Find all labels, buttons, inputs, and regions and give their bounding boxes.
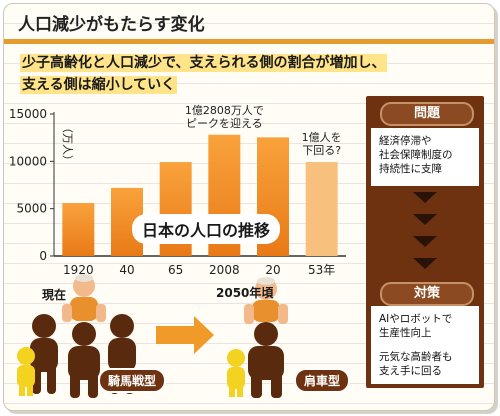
down-arrow-icon	[413, 192, 437, 203]
title-underline	[4, 39, 494, 44]
measures-text-1-line-2: 生産性向上	[379, 327, 432, 339]
measures-text-1: AIやロボットで 生産性向上	[379, 312, 477, 340]
future-label: 2050年頃	[216, 286, 274, 300]
measures-text-2-line-2: 支え手に回る	[379, 365, 442, 377]
subtitle-line-2: 支える側は縮小していく	[20, 76, 178, 94]
y-tick-label: 5000	[16, 202, 47, 216]
kataguruma-people-icon	[227, 277, 288, 398]
down-arrow-icon	[413, 258, 437, 269]
bar-annotation: ピークを迎える	[186, 117, 263, 130]
problem-text-line-2: 社会保障制度の	[379, 149, 453, 161]
problem-heading: 問題	[380, 102, 474, 126]
x-tick-label: 20	[265, 263, 280, 277]
bar	[305, 162, 338, 256]
bar-annotation: 下回る?	[302, 144, 341, 157]
problem-text-line-3: 持続性に支障	[379, 163, 442, 175]
measures-box: AIやロボットで 生産性向上 元気な高齢者も 支え手に回る	[371, 306, 479, 384]
bar-annotation: 1億2808万人で	[185, 104, 264, 117]
x-tick-label: 65	[168, 263, 183, 277]
kataguruma-label: 肩車型	[294, 368, 351, 393]
problem-text-line-1: 経済停滞や	[379, 135, 432, 147]
y-tick-label: 0	[39, 249, 47, 263]
transition-arrow-icon	[156, 316, 214, 354]
now-label: 現在	[42, 288, 67, 302]
measures-text-1-line-1: AIやロボットで	[379, 313, 453, 325]
y-axis-label: （万人）	[61, 122, 74, 166]
page-title: 人口減少がもたらす変化	[18, 15, 205, 35]
population-chart: 0 5000 10000 15000 （万人） 1920 40 65 2008 20 53年 1億28…	[9, 104, 346, 277]
down-arrow-icon	[413, 236, 437, 247]
down-arrow-icon	[413, 214, 437, 225]
subtitle: 少子高齢化と人口減少で、支えられる側の割合が増加し、 支える側は縮小していく	[20, 52, 470, 96]
y-tick-label: 10000	[9, 154, 47, 168]
measures-text-2: 元気な高齢者も 支え手に回る	[379, 350, 477, 378]
infographic-frame: 人口減少がもたらす変化 少子高齢化と人口減少で、支えられる側の割合が増加し、 支…	[3, 3, 495, 411]
subtitle-line-1: 少子高齢化と人口減少で、支えられる側の割合が増加し、	[20, 54, 388, 72]
x-tick-label: 2008	[209, 263, 240, 277]
bar-annotation: 1億人を	[302, 131, 342, 144]
x-tick-label: 40	[119, 263, 134, 277]
problem-box: 経済停滞や 社会保障制度の 持続性に支障	[371, 128, 479, 186]
measures-heading: 対策	[380, 282, 474, 306]
side-panel: 問題 経済停滞や 社会保障制度の 持続性に支障 対策 AIやロボットで 生産性向…	[366, 96, 484, 388]
x-tick-label: 1920	[63, 263, 94, 277]
chart-title: 日本の人口の推移	[132, 214, 281, 244]
kiba-label: 騎馬戦型	[98, 368, 167, 393]
problem-text: 経済停滞や 社会保障制度の 持続性に支障	[379, 134, 477, 176]
y-tick-label: 15000	[9, 107, 47, 121]
bar	[62, 203, 95, 256]
measures-text-2-line-1: 元気な高齢者も	[379, 351, 453, 363]
x-tick-label: 53年	[308, 263, 335, 277]
